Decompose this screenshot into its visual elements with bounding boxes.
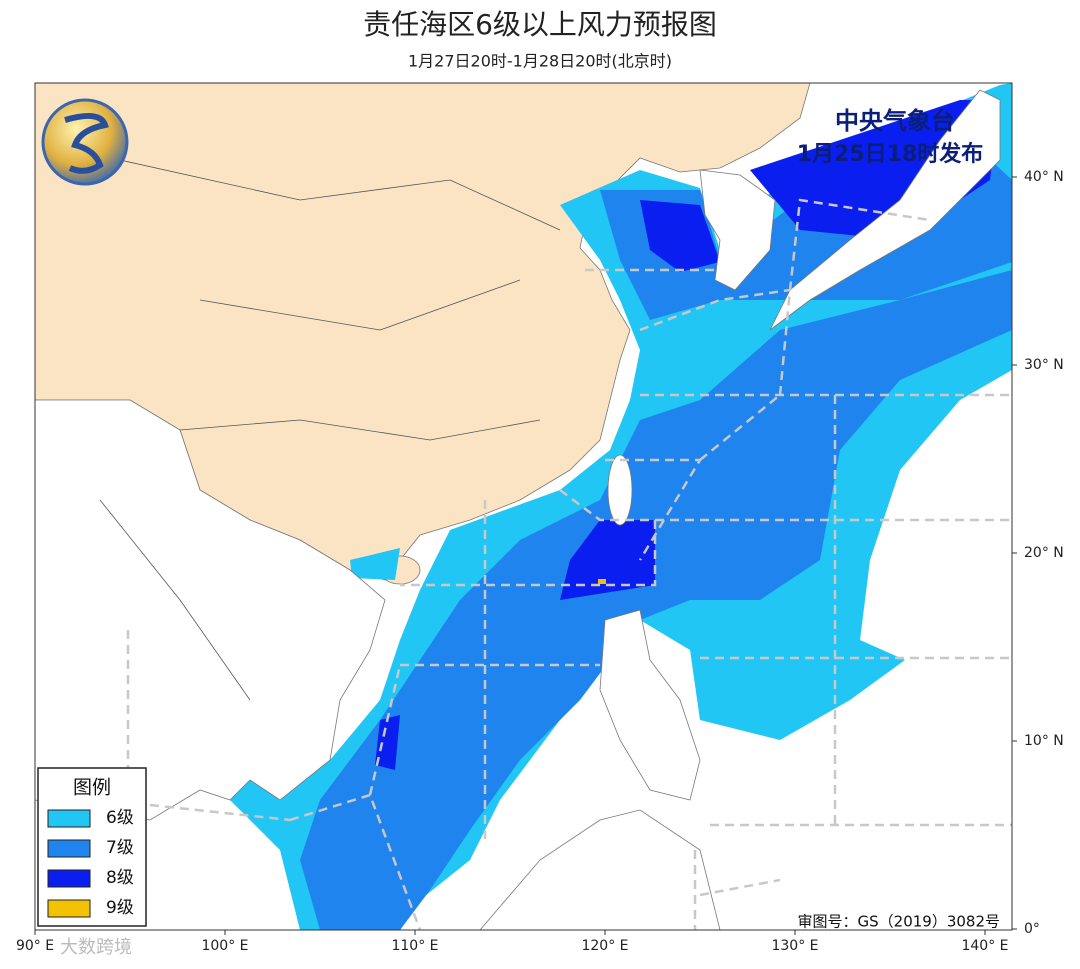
taiwan xyxy=(607,454,633,526)
approval: 审图号：GS（2019）3082号 xyxy=(798,913,1001,931)
legend-swatch xyxy=(47,899,91,918)
lat-label: 30° N xyxy=(1024,357,1064,373)
wind-zone xyxy=(300,270,1012,930)
philippines xyxy=(599,609,701,801)
lon-label: 140° E xyxy=(961,938,1008,954)
title: 责任海区6级以上风力预报图 xyxy=(363,8,717,41)
japan xyxy=(769,89,1001,331)
logo-mark xyxy=(64,113,109,174)
lat-label: 20° N xyxy=(1024,545,1064,561)
wind-zone xyxy=(598,579,606,584)
issuer-name: 中央气象台 xyxy=(835,107,955,135)
legend-label: 7级 xyxy=(106,838,134,858)
lat-labels: 40° N 30° N 20° N 10° N 0° xyxy=(1012,169,1064,937)
wind-zone xyxy=(640,200,720,272)
legend-swatch xyxy=(47,839,91,858)
subtitle: 1月27日20时-1月28日20时(北京时) xyxy=(408,52,672,71)
map-frame xyxy=(34,82,1013,931)
legend: 图例 6级 7级 8级 9级 xyxy=(37,767,147,927)
legend-label: 8级 xyxy=(106,868,134,888)
legend-swatch xyxy=(47,869,91,888)
indochina xyxy=(35,399,386,821)
legend-swatch xyxy=(47,809,91,828)
lon-label: 120° E xyxy=(581,938,628,954)
lon-label: 110° E xyxy=(391,938,438,954)
lat-label: 10° N xyxy=(1024,733,1064,749)
wind-zone xyxy=(375,715,400,770)
wind-zone xyxy=(350,548,400,580)
lon-label: 100° E xyxy=(201,938,248,954)
lat-label: 0° xyxy=(1024,921,1040,937)
lon-label: 130° E xyxy=(771,938,818,954)
issuer-time: 1月25日18时发布 xyxy=(797,141,984,167)
legend-title: 图例 xyxy=(73,777,111,799)
lon-labels: 90° E 100° E 110° E 120° E 130° E 140° E xyxy=(16,930,1009,954)
wind-zone xyxy=(560,520,655,600)
legend-label: 6级 xyxy=(106,808,134,828)
lon-label: 90° E xyxy=(16,938,54,954)
lat-label: 40° N xyxy=(1024,169,1064,185)
korea xyxy=(699,169,776,291)
borneo xyxy=(479,809,721,930)
map xyxy=(35,83,1012,930)
watermark: 大数跨境 xyxy=(60,937,132,958)
legend-label: 9级 xyxy=(106,898,134,918)
